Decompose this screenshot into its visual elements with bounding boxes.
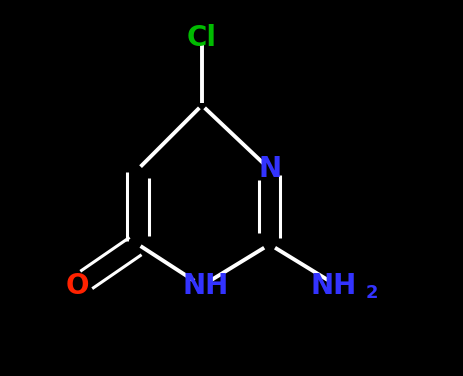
- Text: NH: NH: [310, 272, 356, 300]
- Text: NH: NH: [182, 272, 228, 300]
- Text: N: N: [257, 155, 281, 183]
- Text: O: O: [66, 272, 89, 300]
- Text: Cl: Cl: [187, 24, 216, 52]
- Text: 2: 2: [365, 284, 377, 302]
